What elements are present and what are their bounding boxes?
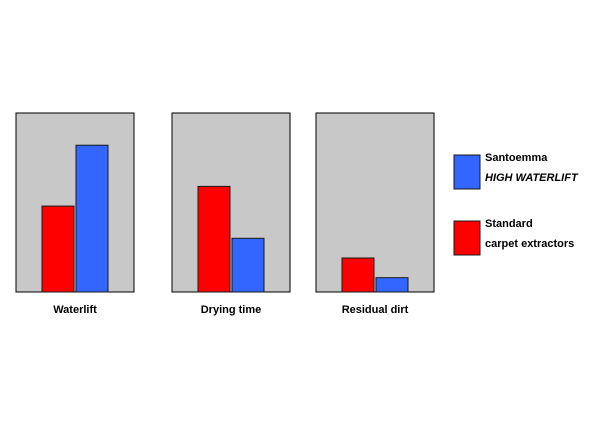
bar-standard-2 [341, 257, 375, 293]
legend-label: carpet extractors [485, 238, 574, 250]
panel-1: Drying time [171, 112, 291, 316]
chart-panels: Waterlift Drying time Residual dirt [15, 112, 435, 316]
panel-2: Residual dirt [315, 112, 435, 316]
category-label: Drying time [201, 304, 262, 316]
bar-santoemma-2 [375, 277, 409, 293]
chart-legend: Santoemma HIGH WATERLIFT Standard carpet ex… [453, 152, 579, 256]
bar-standard-1 [197, 185, 231, 293]
panel-background [171, 112, 291, 293]
legend-label: Standard [485, 218, 533, 230]
panel-background [15, 112, 135, 293]
legend-swatch [453, 220, 481, 256]
bar-santoemma-1 [231, 237, 265, 293]
legend-item-standard: Standard carpet extractors [453, 218, 574, 256]
legend-label: Santoemma [485, 152, 548, 164]
category-label: Residual dirt [342, 304, 409, 316]
bar-standard-0 [41, 205, 75, 293]
legend-item-santoemma: Santoemma HIGH WATERLIFT [453, 152, 579, 190]
legend-swatch [453, 154, 481, 190]
panel-0: Waterlift [15, 112, 135, 316]
bar-santoemma-0 [75, 144, 109, 293]
legend-label: HIGH WATERLIFT [485, 172, 579, 184]
panel-background [315, 112, 435, 293]
category-label: Waterlift [53, 304, 97, 316]
